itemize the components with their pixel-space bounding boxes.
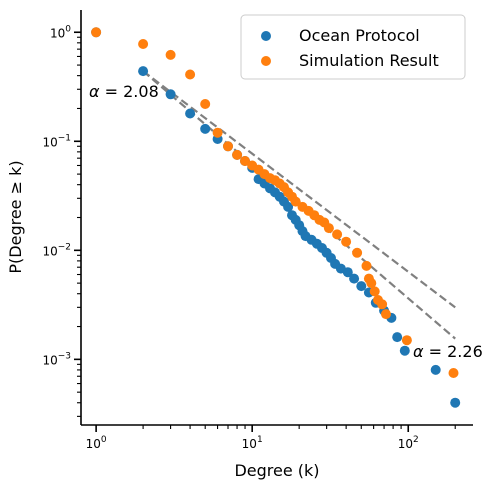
data-point (138, 66, 149, 77)
data-point (240, 156, 250, 166)
data-point (165, 89, 176, 100)
y-axis-label: P(Degree ≥ k) (6, 160, 25, 273)
legend-label-simulation-result: Simulation Result (299, 51, 439, 70)
legend-marker-simulation-result (261, 56, 271, 66)
x-axis-label: Degree (k) (234, 461, 319, 480)
data-point (138, 39, 149, 49)
data-point (185, 108, 196, 119)
alpha-annotation-upper: α = 2.08 (89, 82, 159, 101)
alpha-annotation-lower: α = 2.26 (413, 342, 483, 361)
data-point (349, 273, 360, 284)
data-point (356, 281, 367, 292)
data-point (212, 127, 223, 138)
legend: Ocean Protocol Simulation Result (240, 14, 466, 80)
y-tick-label: 100 (50, 24, 71, 40)
data-point (369, 286, 380, 297)
data-point (430, 364, 441, 375)
y-tick-label: 10−2 (42, 242, 71, 258)
data-point (223, 141, 233, 152)
legend-frame (240, 14, 466, 80)
ticks: 100 101 102 10−3 10−2 10−1 100 (42, 24, 456, 451)
data-point (165, 49, 176, 60)
x-tick-label: 102 (398, 435, 419, 451)
data-point (323, 223, 334, 234)
data-point (290, 196, 301, 207)
data-point (332, 229, 343, 240)
annotations: α = 2.08 α = 2.26 (89, 82, 483, 361)
data-point (342, 267, 353, 278)
data-point (381, 309, 391, 320)
data-point (341, 236, 352, 247)
y-tick-label: 10−3 (42, 351, 71, 367)
data-point (392, 332, 403, 343)
data-point (377, 299, 388, 310)
x-tick-label: 100 (86, 435, 107, 451)
x-tick-label: 101 (242, 435, 263, 451)
data-points (91, 27, 461, 408)
legend-label-ocean-protocol: Ocean Protocol (299, 26, 420, 45)
data-point (399, 345, 410, 356)
data-point (352, 247, 363, 258)
data-point (200, 99, 211, 109)
y-tick-label: 10−1 (42, 133, 71, 149)
legend-marker-ocean-protocol (261, 31, 271, 41)
series-simulation-result (91, 27, 459, 378)
data-point (283, 201, 294, 212)
data-point (200, 123, 211, 134)
data-point (91, 27, 102, 38)
fit-line-1 (142, 70, 456, 309)
data-point (450, 397, 461, 408)
data-point (232, 149, 243, 160)
data-point (361, 260, 372, 271)
data-point (185, 69, 196, 80)
data-point (401, 335, 412, 346)
data-point (366, 278, 377, 289)
data-point (448, 368, 459, 378)
